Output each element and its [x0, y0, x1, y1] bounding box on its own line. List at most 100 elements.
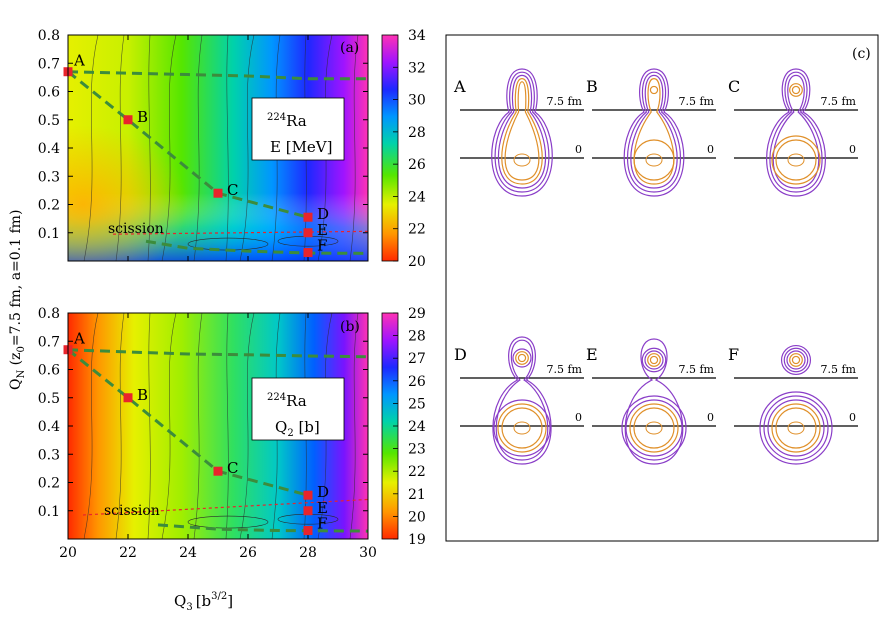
neck-label: 7.5 fm: [821, 95, 857, 108]
y-tick-label: 0.7: [38, 56, 60, 72]
contour-line: [115, 34, 125, 262]
path-point-b: [123, 393, 133, 403]
fission-path-b: A B C DEF: [63, 330, 369, 536]
shape-b: B 7.5 fm 0: [586, 68, 716, 197]
contour-line: [161, 312, 177, 540]
density-contour-small: [644, 350, 664, 370]
density-contour-small: [791, 355, 801, 365]
neck-label: 7.5 fm: [547, 363, 583, 376]
colorbar-tick-label: 27: [408, 351, 426, 367]
quantity-label-a: E [MeV]: [270, 138, 333, 156]
contour-line: [161, 34, 177, 262]
y-tick-label: 0.7: [38, 334, 60, 350]
path-point-label-f: F: [317, 237, 327, 255]
inner-contour: [513, 153, 531, 167]
path-point-label-f: F: [317, 515, 327, 533]
colorbar-tick-label: 29: [408, 306, 426, 322]
density-contour-large: [497, 403, 547, 453]
y-tick-label: 0.3: [38, 447, 60, 463]
x-axis-label: Q3 [b3/2]: [174, 591, 233, 613]
path-point-label-b: B: [137, 386, 148, 404]
y-tick-label: 0.8: [38, 28, 60, 44]
fission-path: [67, 70, 309, 219]
scission-label-a: scission: [108, 221, 164, 237]
shape-f: F 7.5 fm 0: [728, 344, 858, 465]
path-point-label-d: D: [317, 205, 329, 223]
shape-e: E 7.5 fm 0: [586, 338, 716, 465]
density-contour: [766, 68, 826, 197]
density-contour-large: [493, 399, 551, 457]
neck-label: 7.5 fm: [821, 363, 857, 376]
nucleus-label-box-b: [251, 377, 345, 441]
colorbar-a-ticks: 20 22 24 26 28 30 32 34: [393, 28, 426, 270]
neck-label: 7.5 fm: [679, 363, 715, 376]
density-contour-large: [759, 391, 833, 465]
density-contour-small: [517, 353, 527, 363]
y-tick-label: 0.2: [38, 476, 60, 492]
y-tick-label: 0.6: [38, 363, 60, 379]
path-point-label-c: C: [227, 459, 238, 477]
path-point-d: [303, 490, 313, 500]
contour-line: [239, 34, 255, 262]
colorbar-tick-label: 28: [408, 329, 426, 345]
nucleus-label-box-a: [251, 97, 345, 161]
density-contour: [630, 74, 678, 189]
colorbar-tick-label: 30: [408, 93, 426, 109]
density-contour: [492, 336, 552, 465]
path-point-d: [303, 212, 313, 222]
panel-a: 0.1 0.2 0.3 0.4 0.5 0.6 0.7 0.8 A B C DEF (a) 224R…: [38, 28, 426, 270]
panel-b-tag: (b): [340, 319, 360, 335]
density-contour-large: [625, 399, 683, 457]
contour-line: [349, 34, 359, 262]
density-contour: [624, 338, 684, 465]
colorbar-tick-label: 20: [408, 254, 426, 270]
contour-line: [225, 34, 229, 262]
quantity-label-b: Q2 [b]: [275, 418, 320, 439]
y-tick-label: 0.6: [38, 85, 60, 101]
scission-label-b: scission: [104, 503, 160, 519]
path-point-e: [303, 506, 313, 516]
center-label: 0: [575, 143, 582, 156]
x-tick-label: 30: [359, 545, 377, 561]
colorbar-tick-label: 34: [408, 28, 426, 44]
shape-label: F: [728, 345, 739, 364]
path-point-label-a: A: [73, 330, 85, 348]
density-contour: [504, 81, 540, 181]
density-contour-large: [767, 399, 825, 457]
colorbar-tick-label: 20: [408, 509, 426, 525]
colorbar-tick-label: 25: [408, 396, 426, 412]
center-label: 0: [575, 411, 582, 424]
y-tick-label: 0.4: [38, 419, 60, 435]
contour-line: [193, 312, 203, 540]
colorbar-tick-label: 22: [408, 464, 426, 480]
nucleus-label-b: 224Ra: [267, 392, 307, 410]
y-tick-label: 0.8: [38, 306, 60, 322]
shape-label: C: [728, 77, 740, 96]
path-point-label-e: E: [317, 221, 328, 239]
panel-c-tag: (c): [852, 46, 871, 62]
upper-valley: [67, 348, 369, 359]
path-point-c: [213, 188, 223, 198]
density-contour-large: [771, 403, 821, 453]
colorbar-b-ticks: 19 20 21 22 23 24 25 26 27 28 29: [393, 306, 426, 548]
density-contour: [769, 71, 823, 193]
nucleus-label-a: 224Ra: [267, 112, 307, 130]
density-contour: [491, 68, 553, 197]
contours-b: [83, 312, 359, 540]
density-contour-small: [789, 353, 803, 367]
density-contour-large: [621, 395, 687, 461]
colorbar-tick-label: 32: [408, 60, 426, 76]
density-contour-large: [629, 403, 679, 453]
density-contour-small: [641, 347, 667, 373]
contour-line: [147, 312, 151, 540]
center-label: 0: [849, 411, 856, 424]
inner-contour: [513, 421, 531, 435]
density-contour-small: [649, 355, 659, 365]
density-contour-large: [633, 139, 675, 181]
x-tick-label: 26: [239, 545, 257, 561]
colorbar-a: [381, 34, 399, 262]
density-contour: [623, 68, 685, 197]
density-contour-small: [789, 83, 803, 97]
